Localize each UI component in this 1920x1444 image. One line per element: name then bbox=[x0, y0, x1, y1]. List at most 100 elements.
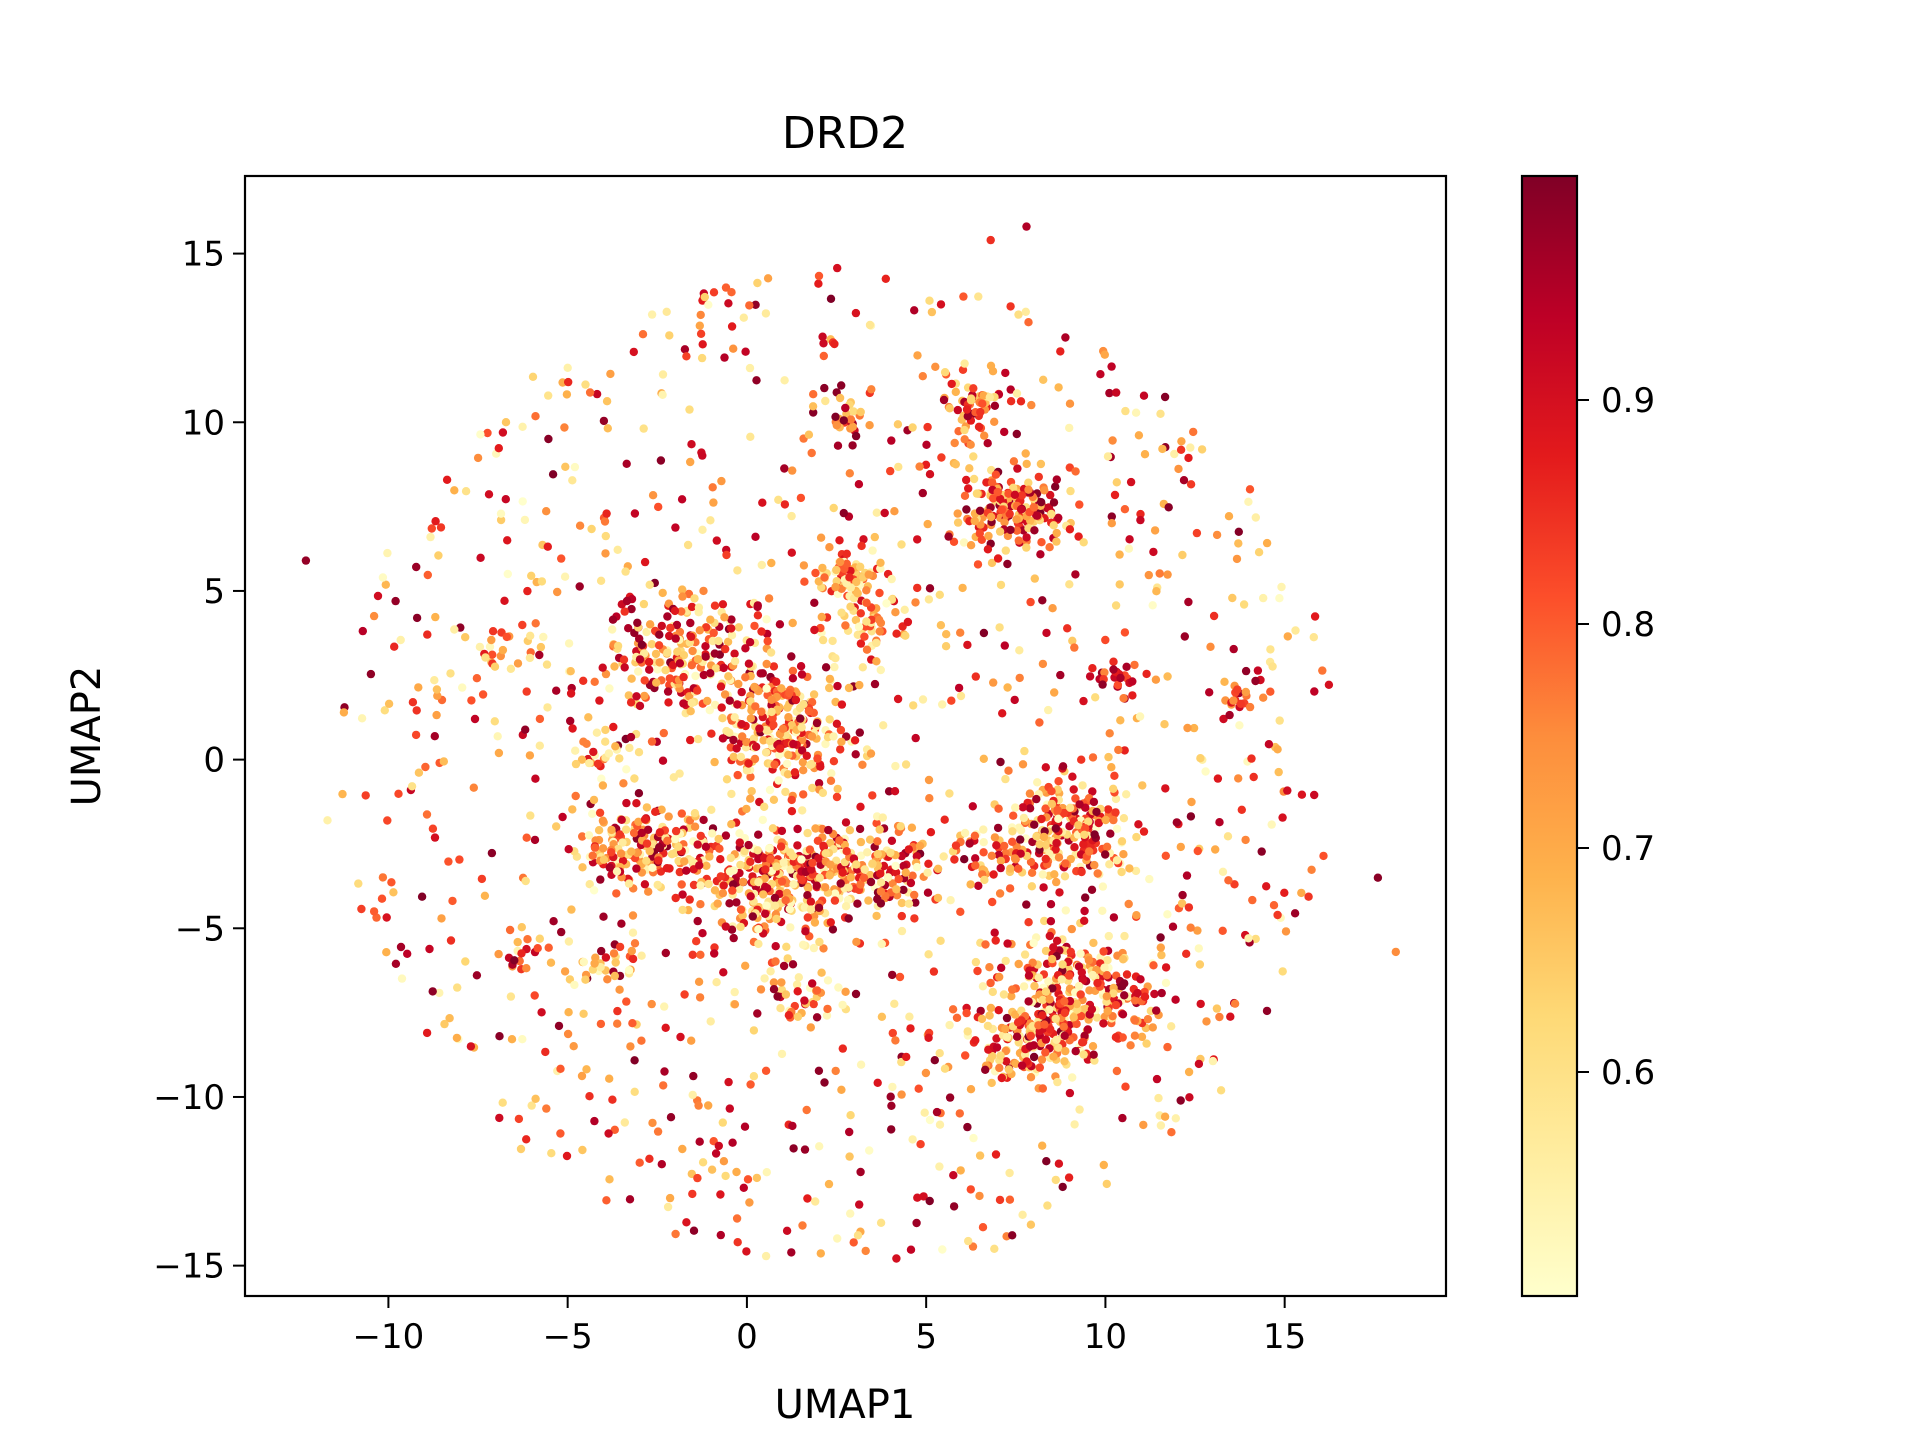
scatter-point bbox=[1021, 449, 1030, 458]
scatter-point bbox=[772, 677, 781, 686]
scatter-point bbox=[446, 936, 456, 945]
scatter-point bbox=[1228, 593, 1237, 603]
scatter-point bbox=[1055, 888, 1064, 897]
scatter-point bbox=[557, 927, 566, 937]
scatter-point bbox=[628, 928, 638, 937]
scatter-point bbox=[626, 732, 636, 742]
scatter-point bbox=[918, 488, 927, 498]
scatter-point bbox=[718, 1118, 727, 1127]
scatter-point bbox=[1060, 1008, 1070, 1017]
scatter-point bbox=[577, 1071, 587, 1081]
scatter-point bbox=[838, 1000, 847, 1010]
scatter-point bbox=[601, 737, 610, 746]
scatter-point bbox=[676, 1032, 685, 1042]
scatter-point bbox=[563, 1029, 573, 1039]
scatter-point bbox=[777, 978, 786, 987]
scatter-point bbox=[1065, 399, 1075, 408]
scatter-point bbox=[472, 674, 482, 683]
scatter-point bbox=[754, 925, 763, 934]
scatter-point bbox=[1022, 543, 1031, 552]
scatter-point bbox=[762, 1168, 771, 1177]
scatter-point bbox=[918, 695, 928, 704]
scatter-point bbox=[687, 698, 696, 708]
scatter-point bbox=[986, 978, 995, 988]
scatter-point bbox=[1080, 1031, 1089, 1041]
scatter-point bbox=[983, 439, 992, 448]
scatter-point bbox=[1174, 464, 1183, 474]
scatter-point bbox=[853, 589, 862, 598]
scatter-point bbox=[503, 536, 512, 545]
scatter-point bbox=[760, 974, 769, 983]
scatter-point bbox=[1236, 699, 1246, 708]
scatter-point bbox=[1060, 872, 1070, 881]
scatter-point bbox=[876, 665, 885, 675]
scatter-point bbox=[652, 678, 661, 687]
scatter-point bbox=[996, 1051, 1005, 1060]
scatter-point bbox=[378, 573, 388, 582]
scatter-point bbox=[848, 422, 857, 431]
scatter-point bbox=[872, 911, 881, 921]
scatter-point bbox=[781, 990, 791, 999]
scatter-point bbox=[774, 495, 783, 504]
scatter-point bbox=[971, 854, 980, 863]
scatter-point bbox=[1194, 944, 1204, 953]
scatter-point bbox=[796, 493, 806, 503]
scatter-point bbox=[988, 1051, 997, 1061]
scatter-point bbox=[753, 1009, 762, 1018]
scatter-point bbox=[1186, 923, 1195, 932]
scatter-point bbox=[989, 494, 998, 503]
scatter-point bbox=[1019, 813, 1029, 823]
scatter-point bbox=[796, 662, 806, 671]
scatter-point bbox=[1262, 1006, 1272, 1016]
scatter-point bbox=[960, 435, 969, 444]
scatter-point bbox=[1016, 505, 1026, 514]
scatter-point bbox=[682, 866, 691, 875]
scatter-point bbox=[1184, 903, 1194, 912]
scatter-point bbox=[1225, 710, 1234, 720]
scatter-point bbox=[1001, 956, 1010, 966]
scatter-point bbox=[1244, 934, 1253, 943]
scatter-point bbox=[655, 828, 665, 837]
scatter-point bbox=[1079, 1050, 1088, 1059]
scatter-point bbox=[995, 623, 1004, 632]
scatter-point bbox=[1157, 988, 1166, 998]
scatter-point bbox=[830, 662, 839, 672]
scatter-point bbox=[647, 310, 657, 319]
scatter-point bbox=[535, 741, 544, 750]
scatter-point bbox=[661, 948, 670, 958]
scatter-point bbox=[601, 669, 611, 679]
scatter-point bbox=[746, 1080, 755, 1089]
scatter-point bbox=[804, 706, 814, 716]
scatter-point bbox=[624, 691, 633, 700]
scatter-point bbox=[687, 661, 696, 670]
scatter-point bbox=[696, 900, 705, 909]
scatter-point bbox=[1003, 559, 1012, 569]
scatter-point bbox=[357, 714, 367, 723]
scatter-point bbox=[1038, 659, 1048, 669]
scatter-point bbox=[1148, 1023, 1158, 1032]
scatter-point bbox=[645, 1154, 654, 1164]
scatter-point bbox=[1224, 512, 1234, 521]
scatter-point bbox=[831, 697, 840, 707]
scatter-point bbox=[780, 464, 789, 473]
scatter-point bbox=[640, 815, 650, 824]
scatter-point bbox=[1058, 762, 1068, 771]
scatter-point bbox=[735, 838, 744, 847]
scatter-point bbox=[1156, 933, 1165, 942]
scatter-point bbox=[1098, 906, 1107, 915]
scatter-point bbox=[1220, 677, 1229, 686]
scatter-point bbox=[695, 993, 705, 1002]
scatter-point bbox=[1038, 1084, 1048, 1093]
scatter-point bbox=[562, 1151, 572, 1161]
scatter-point bbox=[845, 1152, 854, 1161]
scatter-point bbox=[1118, 955, 1128, 964]
scatter-point bbox=[1001, 774, 1010, 784]
scatter-point bbox=[622, 459, 631, 468]
scatter-point bbox=[858, 663, 867, 672]
scatter-point bbox=[834, 983, 843, 992]
scatter-point bbox=[819, 339, 828, 348]
scatter-point bbox=[661, 1023, 670, 1032]
scatter-point bbox=[533, 944, 542, 953]
scatter-point bbox=[810, 918, 820, 927]
